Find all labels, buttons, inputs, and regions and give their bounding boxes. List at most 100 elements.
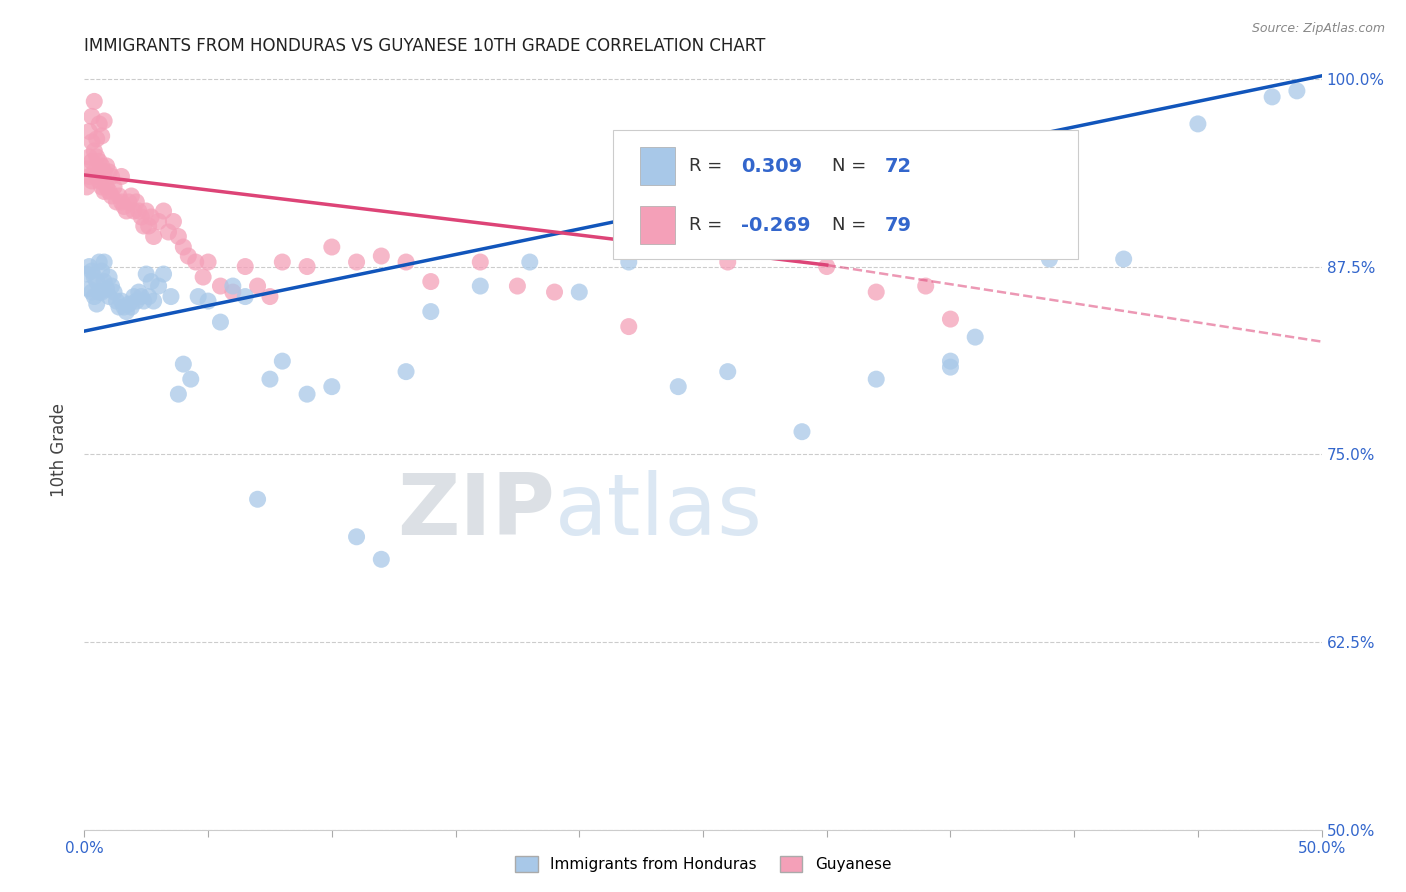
- Point: [167, 387, 190, 401]
- Point: [419, 275, 441, 289]
- Legend: Immigrants from Honduras, Guyanese: Immigrants from Honduras, Guyanese: [508, 848, 898, 880]
- Point: [129, 210, 152, 224]
- Point: [167, 229, 190, 244]
- Point: [90, 264, 112, 278]
- FancyBboxPatch shape: [613, 129, 1078, 260]
- Point: [246, 492, 269, 507]
- Point: [233, 260, 256, 274]
- Text: 79: 79: [884, 216, 912, 235]
- Point: [100, 279, 122, 293]
- Point: [543, 285, 565, 299]
- Point: [110, 194, 132, 209]
- Text: 0.309: 0.309: [741, 157, 803, 176]
- Point: [209, 279, 232, 293]
- Point: [142, 229, 165, 244]
- Text: R =: R =: [689, 216, 728, 235]
- Point: [914, 279, 936, 293]
- Text: ZIP: ZIP: [396, 469, 554, 553]
- Point: [259, 289, 281, 303]
- Point: [93, 185, 115, 199]
- Point: [132, 294, 155, 309]
- Point: [160, 289, 183, 303]
- Point: [129, 289, 152, 303]
- Point: [115, 204, 138, 219]
- Point: [80, 285, 103, 299]
- Text: R =: R =: [689, 157, 728, 175]
- Text: -0.269: -0.269: [741, 216, 811, 235]
- Point: [110, 294, 132, 309]
- Point: [815, 260, 838, 274]
- Point: [191, 270, 214, 285]
- Point: [98, 165, 121, 179]
- Point: [939, 312, 962, 326]
- Point: [1038, 252, 1060, 266]
- Point: [865, 372, 887, 386]
- Point: [184, 255, 207, 269]
- Point: [118, 297, 141, 311]
- Point: [370, 552, 392, 566]
- Point: [138, 219, 160, 233]
- Point: [79, 282, 101, 296]
- Point: [209, 315, 232, 329]
- Point: [419, 304, 441, 318]
- Point: [128, 204, 150, 219]
- Point: [717, 365, 740, 379]
- Point: [120, 189, 142, 203]
- Point: [103, 285, 125, 299]
- Point: [86, 150, 108, 164]
- Point: [271, 255, 294, 269]
- Point: [100, 189, 122, 203]
- Text: N =: N =: [832, 157, 872, 175]
- Point: [135, 267, 157, 281]
- Point: [346, 530, 368, 544]
- Point: [93, 114, 115, 128]
- Text: IMMIGRANTS FROM HONDURAS VS GUYANESE 10TH GRADE CORRELATION CHART: IMMIGRANTS FROM HONDURAS VS GUYANESE 10T…: [84, 37, 766, 54]
- Point: [271, 354, 294, 368]
- Point: [939, 354, 962, 368]
- Text: atlas: atlas: [554, 469, 762, 553]
- Point: [132, 219, 155, 233]
- Point: [98, 270, 121, 285]
- Point: [80, 264, 103, 278]
- Point: [120, 300, 142, 314]
- Point: [89, 285, 111, 299]
- Point: [90, 285, 112, 299]
- Point: [93, 275, 115, 289]
- Point: [76, 161, 98, 176]
- Point: [125, 294, 148, 309]
- Point: [86, 132, 108, 146]
- Point: [86, 275, 108, 289]
- Point: [103, 180, 125, 194]
- Point: [222, 285, 245, 299]
- Point: [470, 255, 492, 269]
- Point: [617, 319, 640, 334]
- Point: [162, 214, 184, 228]
- Y-axis label: 10th Grade: 10th Grade: [51, 403, 69, 498]
- Point: [233, 289, 256, 303]
- Point: [370, 249, 392, 263]
- Point: [790, 425, 813, 439]
- Point: [112, 199, 135, 213]
- Point: [89, 255, 111, 269]
- Point: [80, 174, 103, 188]
- Point: [152, 267, 174, 281]
- Point: [98, 185, 121, 199]
- Point: [568, 285, 591, 299]
- Point: [519, 255, 541, 269]
- Point: [108, 189, 131, 203]
- Point: [80, 135, 103, 149]
- Point: [105, 294, 128, 309]
- Point: [83, 165, 105, 179]
- Point: [115, 304, 138, 318]
- Point: [177, 249, 200, 263]
- Point: [222, 279, 245, 293]
- Point: [96, 159, 118, 173]
- Point: [90, 128, 112, 143]
- Point: [666, 379, 689, 393]
- Point: [259, 372, 281, 386]
- Point: [89, 117, 111, 131]
- Point: [939, 360, 962, 375]
- Point: [321, 240, 343, 254]
- Point: [112, 300, 135, 314]
- Point: [148, 279, 170, 293]
